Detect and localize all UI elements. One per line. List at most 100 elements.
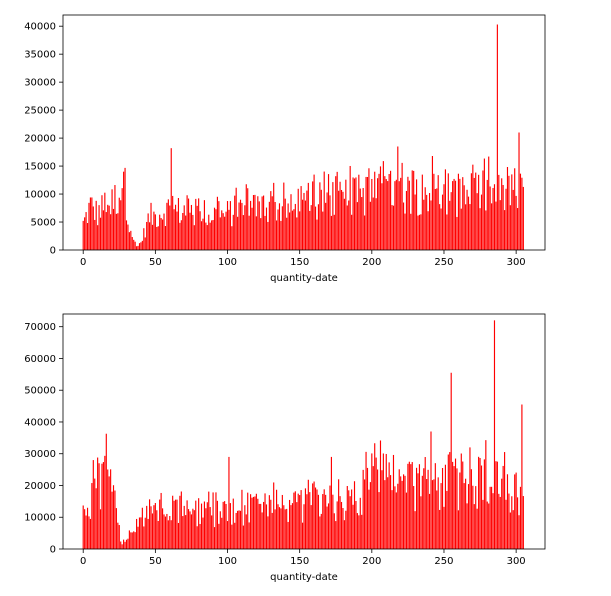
bar [352,504,354,549]
x-tick-label: 50 [149,257,162,268]
bar [491,203,493,250]
bar [189,212,191,250]
bar [304,200,307,250]
bar [359,497,361,549]
bar [177,198,180,250]
bar [489,186,491,250]
bar [183,505,185,549]
bar [141,240,143,250]
bar [228,456,230,549]
bar [248,522,250,549]
bar [164,516,167,549]
bar [206,502,208,549]
bar [95,488,97,549]
bar [415,467,418,549]
bar [257,196,259,250]
bar [452,181,454,250]
bar [101,463,103,549]
bar [349,165,351,250]
bar [515,195,517,250]
bar [226,521,229,549]
bar [317,494,319,549]
bar [263,501,265,549]
bar [437,175,439,250]
bar [440,208,442,250]
bar [414,194,416,250]
bar [209,222,211,250]
bar [268,495,270,549]
x-tick-label: 150 [290,556,309,567]
bar [517,497,519,549]
bar [462,177,464,250]
bar [492,493,494,549]
bar [105,212,107,250]
bar [418,464,421,549]
bar [453,466,455,549]
bar [343,520,345,549]
bar [196,205,198,250]
bar [202,517,204,549]
bar [417,473,419,549]
bar [466,503,468,549]
bar [120,541,122,549]
bar [260,503,262,549]
bar [185,215,187,250]
bar [420,214,422,250]
bar [366,467,369,549]
plot-frame [62,14,546,251]
bar [303,192,305,250]
bar [480,465,483,549]
bar [162,508,164,549]
bar [123,539,125,549]
bar [159,214,161,250]
bar [185,515,187,549]
bar [428,193,431,250]
bar [274,201,276,250]
bar [170,520,172,549]
bar [271,512,273,549]
bar [365,451,367,549]
bar [186,195,188,250]
bar [133,239,135,250]
y-tick-label: 40000 [24,417,56,428]
bar [348,200,350,250]
y-tick-label: 20000 [24,134,56,145]
bar [485,440,487,549]
bar [336,171,338,250]
bar [294,491,296,549]
bar [338,190,340,250]
bar [359,188,361,250]
bar [176,499,178,549]
bar [390,170,392,250]
bar [294,203,296,250]
bar [410,464,412,549]
bar [348,490,350,549]
bar [221,517,223,549]
bar [306,494,308,549]
bar [387,181,389,250]
bar [250,200,252,250]
bar [224,216,226,250]
bar [317,204,319,250]
bar [86,507,89,549]
bar [400,177,402,250]
bar [251,497,253,549]
bar [384,480,386,549]
bar [117,213,119,250]
bar [496,24,498,251]
bar [281,494,283,549]
bar [120,200,122,250]
bar [115,508,117,549]
bar [413,486,415,549]
bar [244,205,246,250]
bar [180,491,182,549]
bar [105,433,107,549]
bar [320,189,322,250]
bar [114,490,116,549]
bar [517,208,519,250]
bar [379,166,382,250]
bar [125,220,128,250]
bar [316,489,318,549]
bar [205,222,207,250]
bar [522,496,524,549]
